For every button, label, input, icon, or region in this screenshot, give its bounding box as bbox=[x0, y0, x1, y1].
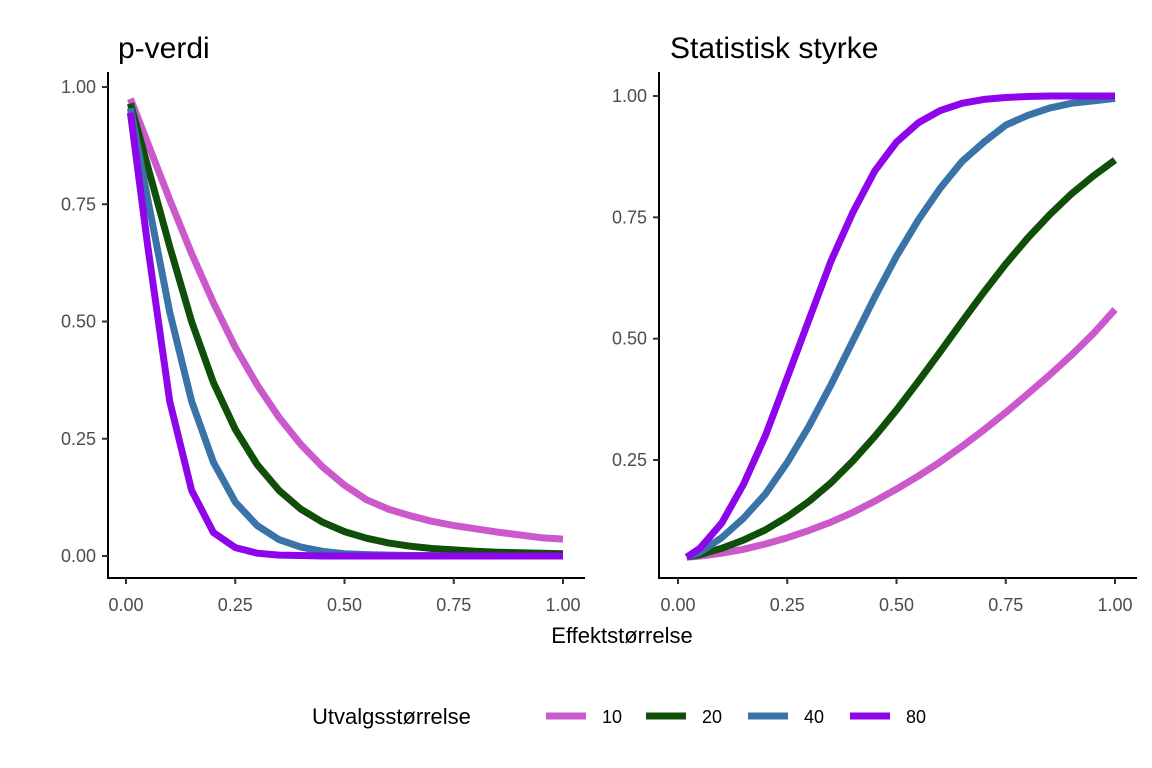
y-tick-label: 1.00 bbox=[61, 77, 96, 97]
x-tick-label: 1.00 bbox=[545, 595, 580, 615]
x-tick-label: 0.75 bbox=[436, 595, 471, 615]
legend-label-20: 20 bbox=[702, 707, 722, 727]
series-line-20 bbox=[127, 102, 564, 558]
legend-title: Utvalgsstørrelse bbox=[312, 704, 471, 729]
panel-title-statistisk-styrke: Statistisk styrke bbox=[670, 32, 878, 65]
series-line-80 bbox=[684, 92, 1115, 561]
series-line-20 bbox=[686, 157, 1118, 561]
y-tick-label: 0.50 bbox=[612, 329, 647, 349]
y-tick-label: 0.25 bbox=[61, 429, 96, 449]
y-tick-label: 0.00 bbox=[61, 546, 96, 566]
legend: Utvalgsstørrelse 10 20 40 80 bbox=[312, 704, 926, 729]
x-tick-label: 0.00 bbox=[108, 595, 143, 615]
series-line-10 bbox=[686, 307, 1118, 561]
legend-items: 10 20 40 80 bbox=[546, 707, 926, 727]
x-tick-label: 0.75 bbox=[988, 595, 1023, 615]
y-axis-ticks: 0.25 0.50 0.75 1.00 bbox=[612, 86, 659, 470]
x-axis-ticks: 0.00 0.25 0.50 0.75 1.00 bbox=[108, 578, 581, 615]
series-line-40 bbox=[685, 94, 1116, 561]
x-tick-label: 0.50 bbox=[327, 595, 362, 615]
y-tick-label: 0.50 bbox=[61, 312, 96, 332]
y-tick-label: 0.75 bbox=[612, 207, 647, 227]
x-axis-label: Effektstørrelse bbox=[551, 623, 692, 648]
series-line-10 bbox=[127, 97, 564, 543]
x-tick-label: 0.50 bbox=[879, 595, 914, 615]
series-line-80 bbox=[126, 112, 563, 560]
x-tick-label: 0.00 bbox=[660, 595, 695, 615]
panel-statistisk-styrke: Statistisk styrke 0.00 0.25 0.50 0.75 1.00 0… bbox=[612, 32, 1137, 615]
legend-label-80: 80 bbox=[906, 707, 926, 727]
y-tick-label: 0.75 bbox=[61, 194, 96, 214]
series-lines bbox=[126, 97, 564, 560]
x-axis-ticks: 0.00 0.25 0.50 0.75 1.00 bbox=[660, 578, 1133, 615]
x-tick-label: 1.00 bbox=[1097, 595, 1132, 615]
panel-title-p-verdi: p-verdi bbox=[118, 32, 210, 65]
panel-p-verdi: p-verdi 0.00 0.25 0.50 0.75 1.00 0.00 0.25 0.5… bbox=[61, 32, 585, 615]
x-tick-label: 0.25 bbox=[770, 595, 805, 615]
axis-lines bbox=[107, 72, 585, 579]
x-tick-label: 0.25 bbox=[218, 595, 253, 615]
axis-lines bbox=[658, 72, 1137, 579]
series-lines bbox=[684, 92, 1118, 561]
y-axis-ticks: 0.00 0.25 0.50 0.75 1.00 bbox=[61, 77, 108, 566]
y-tick-label: 1.00 bbox=[612, 86, 647, 106]
legend-label-40: 40 bbox=[804, 707, 824, 727]
y-tick-label: 0.25 bbox=[612, 450, 647, 470]
legend-label-10: 10 bbox=[602, 707, 622, 727]
